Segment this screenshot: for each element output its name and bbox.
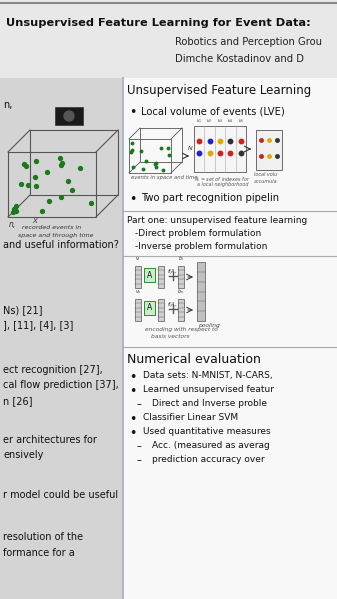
- Bar: [197, 262, 205, 321]
- Text: $f(A, v_i)$: $f(A, v_i)$: [167, 267, 185, 276]
- Text: resolution of the: resolution of the: [3, 532, 83, 542]
- Text: recorded events in: recorded events in: [22, 225, 81, 230]
- Text: pooling: pooling: [198, 323, 220, 328]
- Circle shape: [64, 111, 74, 121]
- Bar: [144, 268, 155, 282]
- Bar: [135, 266, 141, 288]
- Text: $f(A, v_n)$: $f(A, v_n)$: [167, 300, 186, 309]
- Bar: [178, 299, 184, 321]
- Text: n,: n,: [9, 220, 16, 229]
- Text: A: A: [147, 304, 152, 313]
- Text: Unsupervised Feature Learning for Event Data:: Unsupervised Feature Learning for Event …: [6, 18, 311, 28]
- Text: cal flow prediction [37],: cal flow prediction [37],: [3, 380, 119, 390]
- Text: Direct and Inverse proble: Direct and Inverse proble: [152, 399, 267, 408]
- Text: $v_i$: $v_i$: [135, 255, 141, 263]
- Text: $k_5$: $k_5$: [238, 117, 244, 125]
- Text: $b_i$: $b_i$: [178, 254, 184, 263]
- Text: ect recognition [27],: ect recognition [27],: [3, 365, 103, 375]
- Text: $k_1$: $k_1$: [196, 117, 202, 125]
- Text: space and through time: space and through time: [18, 233, 93, 238]
- Text: Part one: unsupervised feature learning: Part one: unsupervised feature learning: [127, 216, 307, 225]
- Bar: [158, 266, 164, 288]
- Text: •: •: [129, 193, 136, 206]
- Text: •: •: [129, 106, 136, 119]
- Text: er architectures for: er architectures for: [3, 435, 97, 445]
- Text: encoding with respect to: encoding with respect to: [145, 327, 218, 332]
- Text: Data sets: N-MNIST, N-CARS,: Data sets: N-MNIST, N-CARS,: [143, 371, 273, 380]
- Text: •: •: [129, 413, 136, 426]
- Text: –: –: [137, 399, 142, 409]
- Bar: [194, 126, 246, 172]
- Bar: [0, 0, 337, 78]
- Bar: [0, 78, 123, 599]
- Bar: [55, 107, 83, 125]
- Text: •: •: [129, 385, 136, 398]
- Text: $A_i$ = set of indexes for: $A_i$ = set of indexes for: [194, 175, 251, 184]
- Text: Unsupervised Feature Learning: Unsupervised Feature Learning: [127, 84, 311, 97]
- Text: A: A: [147, 271, 152, 280]
- Text: n [26]: n [26]: [3, 396, 32, 406]
- Text: formance for a: formance for a: [3, 548, 75, 558]
- Text: $v_n$: $v_n$: [134, 288, 142, 296]
- Bar: [123, 78, 337, 599]
- Text: •: •: [129, 427, 136, 440]
- Text: Used quantitative measures: Used quantitative measures: [143, 427, 271, 436]
- Text: basis vectors: basis vectors: [151, 334, 189, 339]
- Text: $k_3$: $k_3$: [217, 117, 223, 125]
- Text: r model could be useful: r model could be useful: [3, 490, 118, 500]
- Text: accumula: accumula: [254, 179, 278, 184]
- Text: –: –: [137, 441, 142, 451]
- Text: prediction accuracy over: prediction accuracy over: [152, 455, 265, 464]
- Text: ], [11], [4], [3]: ], [11], [4], [3]: [3, 320, 73, 330]
- Text: Numerical evaluation: Numerical evaluation: [127, 353, 261, 366]
- Text: Acc. (measured as averag: Acc. (measured as averag: [152, 441, 270, 450]
- Text: Dimche Kostadinov and D: Dimche Kostadinov and D: [175, 54, 304, 64]
- Text: X: X: [32, 218, 37, 224]
- Text: -Inverse problem formulation: -Inverse problem formulation: [135, 242, 267, 251]
- Text: Learned unsupervised featur: Learned unsupervised featur: [143, 385, 274, 394]
- Text: local volu: local volu: [254, 172, 277, 177]
- Bar: [144, 301, 155, 315]
- Text: Local volume of events (LVE): Local volume of events (LVE): [141, 106, 285, 116]
- Text: Two part recognition pipelin: Two part recognition pipelin: [141, 193, 279, 203]
- Bar: [158, 299, 164, 321]
- Text: $k_2$: $k_2$: [207, 117, 213, 125]
- Text: events in space and time: events in space and time: [131, 175, 197, 180]
- Bar: [256, 130, 282, 170]
- Text: a local neighborhood: a local neighborhood: [197, 182, 248, 187]
- Text: and useful information?: and useful information?: [3, 240, 119, 250]
- Text: •: •: [129, 371, 136, 384]
- Text: –: –: [137, 455, 142, 465]
- Text: $k_4$: $k_4$: [227, 117, 234, 125]
- Text: $b_n$: $b_n$: [178, 287, 184, 296]
- Text: n,: n,: [3, 100, 12, 110]
- Bar: [135, 299, 141, 321]
- Bar: [178, 266, 184, 288]
- Text: ensively: ensively: [3, 450, 43, 460]
- Text: -Direct problem formulation: -Direct problem formulation: [135, 229, 261, 238]
- Text: N: N: [187, 147, 192, 152]
- Text: Robotics and Perception Grou: Robotics and Perception Grou: [175, 37, 322, 47]
- Text: Classifier Linear SVM: Classifier Linear SVM: [143, 413, 238, 422]
- Text: Ns) [21]: Ns) [21]: [3, 305, 42, 315]
